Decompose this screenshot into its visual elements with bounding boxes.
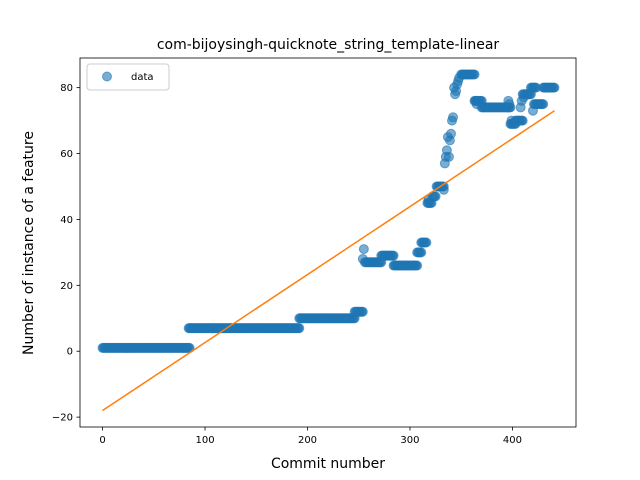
legend-frame [86, 63, 170, 91]
data-point [357, 306, 368, 317]
data-point [527, 105, 538, 116]
fit-line [102, 110, 555, 412]
axes [79, 57, 577, 428]
axes-frame [79, 57, 577, 428]
y-tick-label: 40 [60, 215, 73, 226]
x-axis-label: Commit number [271, 456, 385, 472]
legend: data [86, 63, 170, 91]
y-axis-ticks: −20 0 20 40 60 80 [52, 83, 80, 424]
legend-label-data: data [131, 72, 154, 83]
y-tick-label: 0 [67, 347, 73, 358]
data-point [412, 260, 423, 271]
data-point [506, 115, 517, 126]
data-point [357, 253, 368, 264]
data-point [518, 92, 529, 103]
x-tick-label: 300 [400, 435, 419, 446]
data-point [443, 151, 454, 162]
x-tick-label: 0 [99, 435, 105, 446]
x-tick-label: 200 [298, 435, 317, 446]
legend-marker-data [102, 71, 112, 82]
data-point [504, 99, 515, 110]
x-axis-ticks: 0 100 200 300 400 [99, 427, 522, 446]
data-point [454, 72, 465, 83]
y-tick-label: 80 [60, 83, 73, 94]
y-tick-label: 60 [60, 149, 73, 160]
data-point [517, 115, 528, 126]
data-point [538, 99, 549, 110]
x-tick-label: 400 [503, 435, 522, 446]
data-point [421, 237, 432, 248]
data-point [471, 99, 482, 110]
y-tick-label: −20 [52, 413, 73, 424]
data-points [97, 69, 560, 353]
data-point [294, 323, 305, 334]
data-point [358, 244, 369, 255]
data-point [445, 128, 456, 139]
y-tick-label: 20 [60, 281, 73, 292]
data-point [448, 112, 459, 123]
y-axis-label: Number of instance of a feature [21, 131, 37, 355]
x-tick-label: 100 [195, 435, 214, 446]
data-point [438, 184, 449, 195]
chart-title: com-bijoysingh-quicknote_string_template… [157, 37, 500, 53]
data-point [549, 82, 560, 93]
data-point [388, 250, 399, 261]
fit-line-group [102, 110, 555, 412]
data-point [416, 247, 427, 258]
data-point [469, 69, 480, 80]
